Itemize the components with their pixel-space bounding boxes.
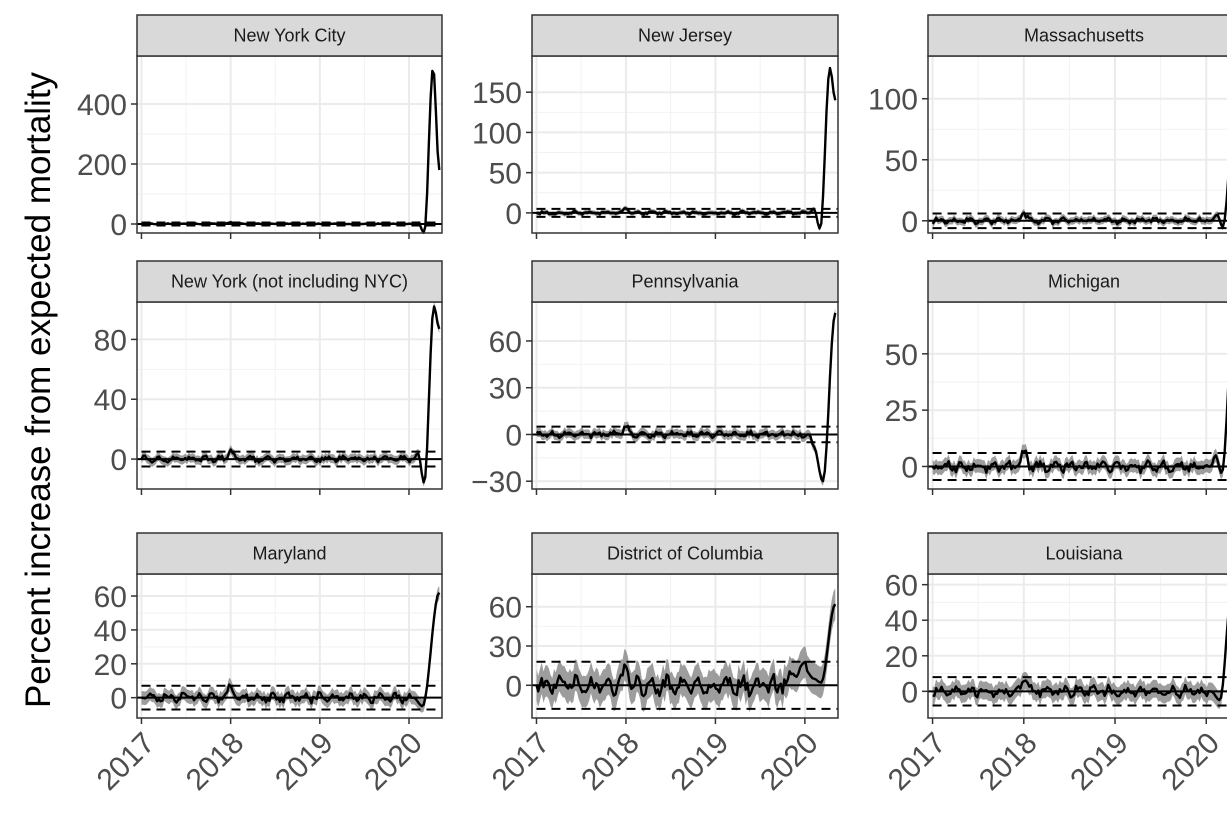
y-tick-label: 60: [94, 581, 127, 614]
panel-title: Pennsylvania: [631, 272, 739, 292]
y-tick-label: −30: [471, 466, 522, 499]
x-tick-label: 2019: [1064, 726, 1135, 797]
series-line: [141, 69, 441, 234]
y-tick-label: 50: [885, 145, 918, 178]
y-tick-label: 50: [885, 339, 918, 372]
x-tick-label: 2019: [269, 726, 340, 797]
series-line: [536, 66, 837, 230]
panel-strip: [136, 260, 443, 303]
x-tick-label: 2017: [882, 726, 953, 797]
x-tick-label: 2017: [91, 726, 162, 797]
x-tick-label: 2018: [180, 726, 251, 797]
panel: District of Columbia 0 30 60 2017 2018 2019 202…: [486, 532, 839, 797]
y-axis-label: Percent increase from expected mortality: [19, 71, 58, 708]
panel-strip: [531, 532, 839, 575]
panel-strip: [531, 260, 839, 303]
y-tick-label: 40: [94, 615, 127, 648]
y-tick-label: 50: [489, 158, 522, 191]
panel-strip: [136, 14, 443, 57]
series-line: [931, 178, 1227, 228]
y-tick-label: 0: [505, 198, 522, 231]
x-tick-label: 2018: [973, 726, 1044, 797]
panel-title: New Jersey: [638, 26, 732, 46]
x-tick-label: 2017: [486, 726, 557, 797]
y-tick-label: 30: [489, 373, 522, 406]
x-tick-label: 2020: [754, 726, 825, 797]
panel-background: [532, 302, 838, 489]
panel: New York (not including NYC) 0 40 80: [94, 260, 443, 495]
y-tick-label: 100: [472, 117, 522, 150]
x-tick-label: 2020: [1156, 726, 1227, 797]
x-tick-label: 2018: [575, 726, 646, 797]
series-line: [932, 615, 1227, 702]
y-tick-label: 40: [885, 605, 918, 638]
panel: Michigan 0 25 50: [885, 260, 1227, 495]
y-tick-label: 30: [489, 631, 522, 664]
panel-title: Massachusetts: [1024, 26, 1144, 46]
panel-background: [532, 56, 838, 233]
panel-title: Maryland: [252, 544, 326, 564]
panel-strip: [927, 14, 1227, 57]
series-line: [535, 312, 837, 483]
y-tick-label: 0: [110, 209, 127, 242]
y-tick-label: 0: [505, 419, 522, 452]
y-tick-label: 20: [94, 649, 127, 682]
panel-title: New York (not including NYC): [171, 272, 408, 292]
y-tick-label: 0: [901, 676, 918, 709]
y-tick-label: 200: [77, 149, 127, 182]
y-tick-label: 0: [110, 444, 127, 477]
y-tick-label: 20: [885, 641, 918, 674]
panel-title: New York City: [233, 26, 345, 46]
panel-background: [928, 56, 1227, 233]
y-tick-label: 0: [110, 683, 127, 716]
y-tick-label: 150: [472, 77, 522, 110]
panel-background: [137, 56, 442, 233]
y-tick-label: 80: [94, 324, 127, 357]
panel-title: District of Columbia: [607, 544, 764, 564]
y-tick-label: 0: [505, 670, 522, 703]
panel: Pennsylvania −30 0 30 60: [471, 260, 839, 499]
y-tick-label: 400: [77, 89, 127, 122]
y-tick-label: 0: [901, 451, 918, 484]
y-tick-label: 40: [94, 384, 127, 417]
x-tick-label: 2019: [665, 726, 736, 797]
confidence-band: [932, 404, 1227, 480]
series-line: [535, 603, 837, 698]
panel-title: Michigan: [1048, 272, 1120, 292]
x-tick-label: 2020: [358, 726, 429, 797]
confidence-band: [141, 585, 440, 713]
y-tick-label: 60: [489, 326, 522, 359]
panel: Massachusetts 0 50 100: [868, 14, 1227, 239]
y-tick-label: 60: [885, 570, 918, 603]
series-line: [141, 592, 441, 708]
panel-strip: [531, 14, 839, 57]
panel-strip: [927, 532, 1227, 575]
panel-strip: [136, 532, 443, 575]
y-tick-label: 60: [489, 592, 522, 625]
series-line: [140, 305, 441, 484]
y-tick-label: 0: [901, 206, 918, 239]
series-line: [931, 387, 1227, 475]
confidence-band: [932, 622, 1227, 709]
y-tick-label: 25: [885, 395, 918, 428]
y-tick-label: 100: [868, 84, 918, 117]
panel: New York City 0 200 400: [77, 14, 443, 242]
panel-title: Louisiana: [1045, 544, 1123, 564]
panel: New Jersey 0 50 100 150: [472, 14, 839, 239]
panel-strip: [927, 260, 1227, 303]
